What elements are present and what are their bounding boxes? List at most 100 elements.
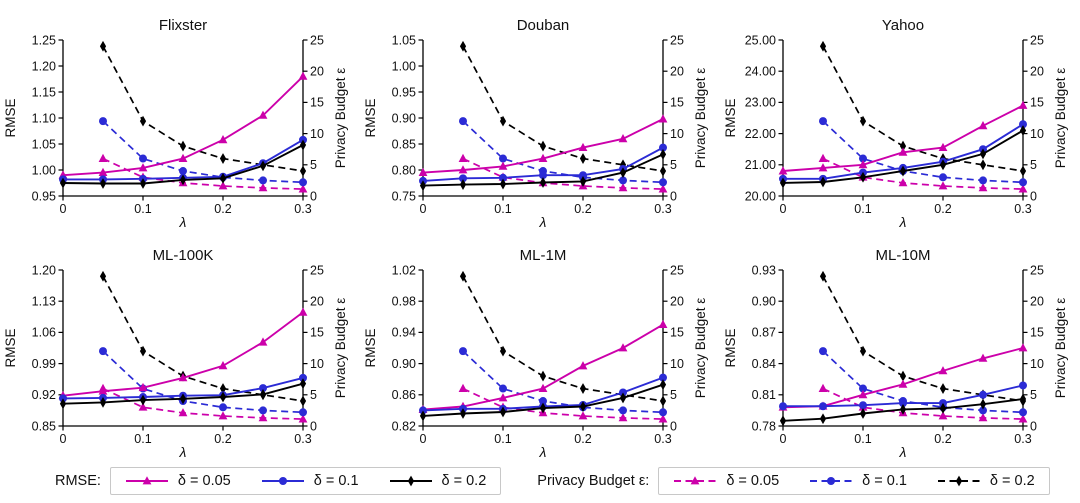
data-point-marker xyxy=(218,181,228,190)
x-tick-label: 0 xyxy=(780,432,787,446)
data-point-marker xyxy=(938,411,948,420)
x-tick-label: 0.2 xyxy=(214,202,231,216)
data-point-marker xyxy=(579,153,587,164)
data-point-marker xyxy=(539,370,547,382)
data-point-marker xyxy=(1019,178,1027,187)
x-tick-label: 0.1 xyxy=(134,432,151,446)
y2-tick-label: 20 xyxy=(670,65,684,79)
subplot-flixster: Flixster 0.95 1.00 1.05 1.10 1.15 1.20 1.25 0 5 10… xyxy=(0,0,360,230)
legend-privacy-box: δ = 0.05 δ = 0.1 δ = 0.2 xyxy=(658,467,1050,495)
data-point-marker xyxy=(459,347,467,356)
data-point-marker xyxy=(418,167,428,176)
legend-rmse-box: δ = 0.05 δ = 0.1 δ = 0.2 xyxy=(109,467,502,495)
y-tick-label: 25.00 xyxy=(745,33,776,47)
x-axis-label: λ xyxy=(179,444,187,460)
data-point-marker xyxy=(778,166,788,175)
data-point-marker xyxy=(498,393,508,402)
y2-axis-label: Privacy Budget ε xyxy=(333,68,348,169)
y-axis-label: RMSE xyxy=(3,98,18,137)
x-tick-label: 0.2 xyxy=(214,432,231,446)
data-point-marker xyxy=(938,181,948,190)
data-point-marker xyxy=(539,402,547,414)
y-tick-label: 0.92 xyxy=(32,388,56,402)
x-tick-label: 0 xyxy=(420,432,427,446)
x-tick-label: 0.2 xyxy=(574,202,591,216)
x-tick-label: 0.3 xyxy=(654,432,671,446)
legend-marker-rmse-d01-icon xyxy=(261,474,305,488)
legend-entry-label: δ = 0.2 xyxy=(989,473,1035,489)
data-point-marker xyxy=(938,142,948,152)
data-point-marker xyxy=(658,319,668,328)
data-point-marker xyxy=(219,153,227,164)
y-tick-label: 0.81 xyxy=(752,388,776,402)
y2-tick-label: 15 xyxy=(670,96,684,110)
y-tick-label: 1.13 xyxy=(32,295,56,309)
legend-entry-privacy-d02: δ = 0.2 xyxy=(937,473,1035,489)
data-point-marker xyxy=(827,477,836,485)
data-point-marker xyxy=(819,176,827,188)
data-point-marker xyxy=(139,394,147,406)
subplot-douban: Douban 0.75 0.80 0.85 0.90 0.95 1.00 1.05 0 5 10 15… xyxy=(360,0,720,230)
data-point-marker xyxy=(659,395,667,407)
y2-tick-label: 15 xyxy=(310,96,324,110)
data-point-marker xyxy=(498,161,508,170)
data-point-marker xyxy=(578,142,588,152)
y-axis-label: RMSE xyxy=(723,328,738,367)
data-point-marker xyxy=(419,406,427,415)
series-line xyxy=(462,275,664,402)
legend-marker-privacy-d02-icon xyxy=(937,474,981,488)
data-point-marker xyxy=(899,165,907,177)
series-line xyxy=(462,120,664,184)
y-tick-label: 1.05 xyxy=(392,33,416,47)
data-point-marker xyxy=(298,307,308,316)
data-point-marker xyxy=(138,402,148,411)
data-point-marker xyxy=(858,390,868,399)
data-point-marker xyxy=(978,353,988,362)
data-point-marker xyxy=(898,178,908,187)
y2-tick-label: 0 xyxy=(670,189,677,203)
data-point-marker xyxy=(659,149,667,160)
data-point-marker xyxy=(779,402,787,411)
data-point-marker xyxy=(819,270,827,282)
y-tick-label: 0.90 xyxy=(392,111,416,125)
legend-marker-privacy-d01-icon xyxy=(809,474,853,488)
data-point-marker xyxy=(619,176,627,185)
legend-marker-canvas xyxy=(674,476,717,485)
data-point-marker xyxy=(299,139,307,151)
data-point-marker xyxy=(978,121,988,130)
y-tick-label: 1.02 xyxy=(392,263,416,277)
data-point-marker xyxy=(1019,120,1027,129)
data-point-marker xyxy=(938,366,948,375)
data-point-marker xyxy=(219,403,227,412)
x-axis-label: λ xyxy=(899,214,907,230)
y-tick-label: 23.00 xyxy=(745,96,776,110)
y2-tick-label: 0 xyxy=(1030,419,1037,433)
data-point-marker xyxy=(1018,343,1028,352)
legend-rmse-group-label: RMSE: xyxy=(55,473,101,489)
y-tick-label: 24.00 xyxy=(745,65,776,79)
y-tick-label: 0.99 xyxy=(32,357,56,371)
data-point-marker xyxy=(539,177,547,188)
subplot-ml-1m: ML-1M 0.82 0.86 0.90 0.94 0.98 1.02 0 5 10 15 20 25 0… xyxy=(360,230,720,460)
y-tick-label: 0.90 xyxy=(392,357,416,371)
legend-entry-rmse-d01: δ = 0.1 xyxy=(261,473,359,489)
data-point-marker xyxy=(298,71,308,80)
y-axis-label: RMSE xyxy=(363,328,378,367)
data-point-marker xyxy=(499,384,507,393)
data-point-marker xyxy=(899,399,907,408)
y-axis-label: RMSE xyxy=(363,98,378,137)
data-point-marker xyxy=(859,154,867,163)
data-point-marker xyxy=(818,383,828,392)
data-point-marker xyxy=(1018,184,1028,193)
y2-axis-label: Privacy Budget ε xyxy=(693,298,708,399)
y2-tick-label: 5 xyxy=(310,388,317,402)
legend-marker-canvas xyxy=(261,477,304,485)
data-point-marker xyxy=(979,406,987,415)
x-axis-label: λ xyxy=(539,444,547,460)
data-point-marker xyxy=(299,373,307,382)
data-point-marker xyxy=(979,390,987,399)
series-line xyxy=(462,350,664,414)
y-tick-label: 1.10 xyxy=(32,111,56,125)
data-point-marker xyxy=(979,398,987,410)
y2-tick-label: 25 xyxy=(670,263,684,277)
